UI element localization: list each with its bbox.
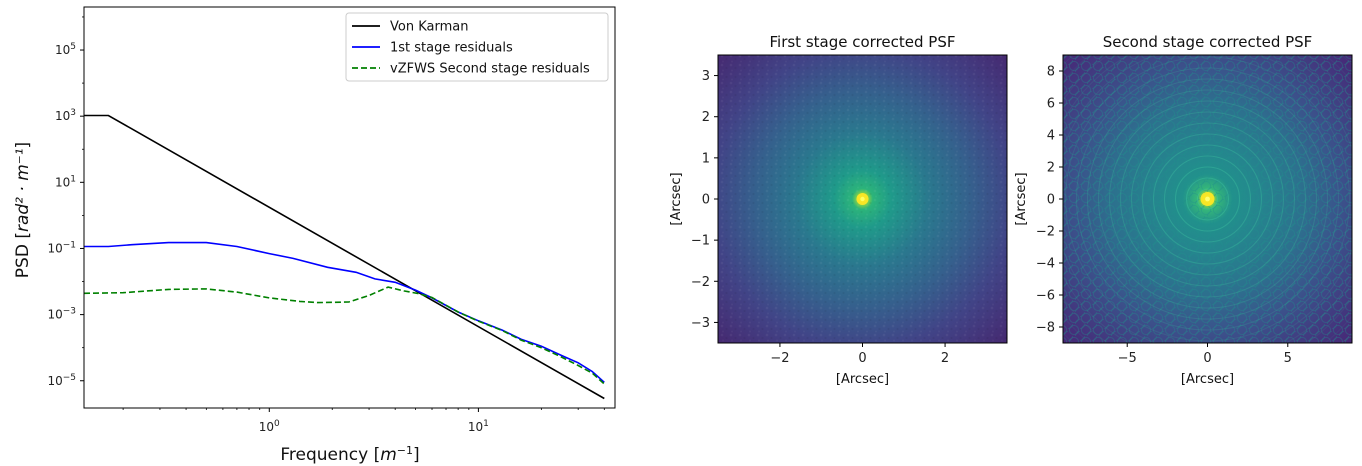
heatmap-x-tick-label: 0 [1203,351,1211,366]
heatmap-y-tick-label: −2 [1036,225,1055,240]
psd-x-axis-label-text: Frequency [280,445,368,465]
heatmap-y-tick-label: 0 [702,193,710,208]
psf-ring [1196,188,1219,210]
psd-x-axis-unit-exp: −1 [397,444,413,457]
psf-ring [1075,67,1340,331]
heatmap-y-tick-label: 0 [1047,193,1055,208]
heatmap-y-tick-label: −6 [1036,289,1055,304]
psf-ring [1119,111,1296,287]
psf-ring [1108,100,1307,298]
second-stage-psf-rings [1063,55,1352,343]
heatmap-x-tick-label: 2 [941,351,949,366]
psf-ring [1152,144,1263,254]
second-stage-psf-heatmap: Second stage corrected PSF −5 0 5 −8 −6 −4 −2 0… [1014,33,1353,387]
heatmap-y-tick-label: 2 [702,110,710,125]
heatmap-y-tick-label: 3 [702,69,710,84]
first-stage-psf-title: First stage corrected PSF [770,33,956,51]
heatmap-y-tick-label: 1 [702,151,710,166]
series-line-2 [84,286,605,385]
legend-label-2: vZFWS Second stage residuals [390,62,590,77]
second-stage-psf-xlabel: [Arcsec] [1181,372,1234,387]
psd-y-tick-label: 10−3 [47,307,76,322]
psd-line-chart: 10−5 10−3 10−1 101 103 105 100 101 Von Karman 1s… [13,6,616,466]
heatmap-y-tick-label: −2 [691,275,710,290]
psd-y-tick-label: 10−5 [47,373,76,388]
psd-y-axis-label-prefix: PSD [13,244,33,278]
psf-ring [1130,122,1285,276]
legend: Von Karman 1st stage residuals vZFWS Secon… [345,12,609,82]
psd-x-tick-label: 100 [259,419,280,434]
psf-ring [1097,89,1318,309]
second-stage-psf-ylabel: [Arcsec] [1014,172,1029,225]
psf-ring [1086,78,1329,320]
psf-ring [1064,56,1351,342]
heatmap-y-tick-label: −4 [1036,257,1055,272]
first-stage-psf-heatmap: First stage corrected PSF −2 0 2 −3 −2 −1 0 1 2 3… [669,33,1008,387]
psd-x-axis-unit-base: m [380,445,397,465]
psd-y-tick-label: 103 [55,108,76,123]
heatmap-y-tick-label: 8 [1047,65,1055,80]
psf-ring [1174,166,1241,232]
heatmap-y-tick-label: −1 [691,234,710,249]
first-stage-psf-xlabel: [Arcsec] [836,372,889,387]
series-line-0 [84,114,605,400]
second-stage-psf-peak [1205,196,1210,202]
heatmap-x-tick-label: −2 [770,351,789,366]
heatmap-y-tick-label: 6 [1047,97,1055,112]
series-line-1 [84,241,605,383]
first-stage-psf-ylabel: [Arcsec] [669,172,684,225]
heatmap-x-tick-label: 5 [1284,351,1292,366]
heatmap-x-tick-label: −5 [1118,351,1137,366]
psd-y-axis-label: PSD [rad² · m⁻¹] [13,142,33,278]
psd-y-tick-label: 105 [55,42,76,57]
legend-label-0: Von Karman [390,20,468,35]
psf-ring [1163,155,1252,243]
psd-y-tick-label: 101 [55,174,76,189]
heatmap-y-tick-label: 4 [1047,129,1055,144]
psd-y-tick-label: 10−1 [47,240,76,255]
legend-box [345,12,609,82]
heatmap-x-tick-label: 0 [858,351,866,366]
psd-axes-frame [83,6,616,409]
psd-x-tick-label: 101 [468,419,489,434]
heatmap-y-tick-label: −3 [691,316,710,331]
legend-label-1: 1st stage residuals [390,41,513,56]
first-stage-psf-peak [860,196,865,202]
psf-ring [1141,133,1274,265]
heatmap-y-tick-label: 2 [1047,161,1055,176]
psd-x-axis-label: Frequency [m−1] [280,444,419,466]
second-stage-psf-title: Second stage corrected PSF [1103,33,1313,51]
psf-ring [1185,177,1230,221]
heatmap-y-tick-label: −8 [1036,321,1055,336]
psd-y-axis-label-unit: rad² · m⁻¹ [13,148,33,232]
